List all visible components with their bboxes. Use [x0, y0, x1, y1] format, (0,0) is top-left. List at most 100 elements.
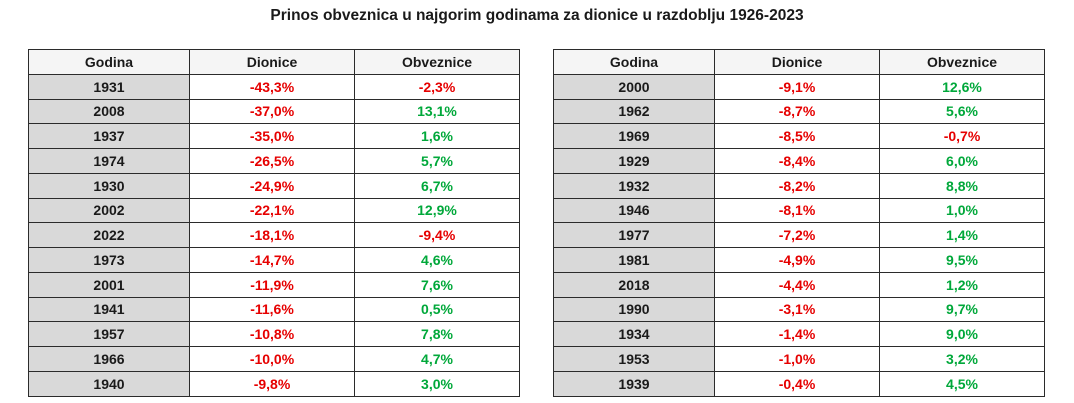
returns-table-right: Godina Dionice Obveznice 2000 -9,1% 12,6% 1… — [553, 49, 1045, 397]
stocks-return-cell: -24,9% — [189, 172, 355, 199]
year-cell: 1969 — [553, 123, 715, 149]
table-header-row: Godina Dionice Obveznice — [28, 49, 520, 75]
stocks-return-cell: -11,9% — [189, 271, 355, 298]
table-row: 1962 -8,7% 5,6% — [553, 98, 1045, 125]
bonds-return-cell: 4,7% — [354, 346, 520, 372]
table-row: 2002 -22,1% 12,9% — [28, 197, 520, 224]
stocks-return-cell: -9,1% — [714, 73, 880, 100]
year-cell: 1932 — [553, 172, 715, 199]
bonds-return-cell: 4,6% — [354, 247, 520, 273]
table-row: 1969 -8,5% -0,7% — [553, 123, 1045, 149]
table-row: 1974 -26,5% 5,7% — [28, 148, 520, 174]
stocks-return-cell: -1,0% — [714, 346, 880, 372]
table-row: 1937 -35,0% 1,6% — [28, 123, 520, 149]
table-row: 1941 -11,6% 0,5% — [28, 296, 520, 323]
bonds-return-cell: 9,5% — [879, 247, 1045, 273]
table-row: 1940 -9,8% 3,0% — [28, 370, 520, 397]
bonds-return-cell: 1,0% — [879, 197, 1045, 224]
table-row: 1977 -7,2% 1,4% — [553, 222, 1045, 248]
table-row: 1932 -8,2% 8,8% — [553, 172, 1045, 199]
stocks-return-cell: -43,3% — [189, 73, 355, 100]
bonds-return-cell: 6,0% — [879, 148, 1045, 174]
bonds-return-cell: 3,0% — [354, 370, 520, 397]
table-header-row: Godina Dionice Obveznice — [553, 49, 1045, 75]
table-row: 2022 -18,1% -9,4% — [28, 222, 520, 248]
stocks-return-cell: -4,9% — [714, 247, 880, 273]
table-row: 2001 -11,9% 7,6% — [28, 271, 520, 298]
year-cell: 1953 — [553, 346, 715, 372]
year-cell: 1981 — [553, 247, 715, 273]
stocks-return-cell: -1,4% — [714, 321, 880, 347]
bonds-return-cell: 5,7% — [354, 148, 520, 174]
stocks-return-cell: -8,5% — [714, 123, 880, 149]
year-cell: 1940 — [28, 370, 190, 397]
stocks-return-cell: -8,1% — [714, 197, 880, 224]
year-cell: 1974 — [28, 148, 190, 174]
bonds-return-cell: 13,1% — [354, 98, 520, 125]
bonds-return-cell: 0,5% — [354, 296, 520, 323]
stocks-return-cell: -8,2% — [714, 172, 880, 199]
bonds-return-cell: 6,7% — [354, 172, 520, 199]
stocks-return-cell: -9,8% — [189, 370, 355, 397]
bonds-return-cell: -2,3% — [354, 73, 520, 100]
year-cell: 1939 — [553, 370, 715, 397]
bonds-return-cell: 9,0% — [879, 321, 1045, 347]
year-cell: 2008 — [28, 98, 190, 125]
column-header-stocks: Dionice — [714, 49, 880, 75]
year-cell: 2000 — [553, 73, 715, 100]
column-header-year: Godina — [28, 49, 190, 75]
table-row: 1929 -8,4% 6,0% — [553, 148, 1045, 174]
returns-table-left: Godina Dionice Obveznice 1931 -43,3% -2,3%… — [28, 49, 520, 397]
table-row: 1981 -4,9% 9,5% — [553, 247, 1045, 273]
table-row: 1930 -24,9% 6,7% — [28, 172, 520, 199]
stocks-return-cell: -0,4% — [714, 370, 880, 397]
bonds-return-cell: 7,8% — [354, 321, 520, 347]
year-cell: 1962 — [553, 98, 715, 125]
year-cell: 2001 — [28, 271, 190, 298]
year-cell: 1966 — [28, 346, 190, 372]
table-row: 2008 -37,0% 13,1% — [28, 98, 520, 125]
table-row: 2000 -9,1% 12,6% — [553, 73, 1045, 100]
table-row: 1966 -10,0% 4,7% — [28, 346, 520, 372]
year-cell: 1973 — [28, 247, 190, 273]
table-row: 1946 -8,1% 1,0% — [553, 197, 1045, 224]
year-cell: 1931 — [28, 73, 190, 100]
bonds-return-cell: 9,7% — [879, 296, 1045, 323]
bonds-return-cell: 5,6% — [879, 98, 1045, 125]
stocks-return-cell: -4,4% — [714, 271, 880, 298]
bonds-return-cell: 4,5% — [879, 370, 1045, 397]
column-header-bonds: Obveznice — [879, 49, 1045, 75]
bonds-return-cell: 1,4% — [879, 222, 1045, 248]
year-cell: 1937 — [28, 123, 190, 149]
bonds-return-cell: 12,9% — [354, 197, 520, 224]
column-header-year: Godina — [553, 49, 715, 75]
year-cell: 2002 — [28, 197, 190, 224]
stocks-return-cell: -7,2% — [714, 222, 880, 248]
page-title: Prinos obveznica u najgorim godinama za … — [270, 7, 804, 24]
year-cell: 2022 — [28, 222, 190, 248]
stocks-return-cell: -11,6% — [189, 296, 355, 323]
table-row: 2018 -4,4% 1,2% — [553, 271, 1045, 298]
stocks-return-cell: -14,7% — [189, 247, 355, 273]
bonds-return-cell: 1,6% — [354, 123, 520, 149]
year-cell: 1957 — [28, 321, 190, 347]
stocks-return-cell: -3,1% — [714, 296, 880, 323]
bonds-return-cell: 8,8% — [879, 172, 1045, 199]
stocks-return-cell: -8,7% — [714, 98, 880, 125]
bonds-return-cell: 3,2% — [879, 346, 1045, 372]
table-row: 1953 -1,0% 3,2% — [553, 346, 1045, 372]
column-header-stocks: Dionice — [189, 49, 355, 75]
column-header-bonds: Obveznice — [354, 49, 520, 75]
bonds-return-cell: 7,6% — [354, 271, 520, 298]
table-row: 1934 -1,4% 9,0% — [553, 321, 1045, 347]
stocks-return-cell: -37,0% — [189, 98, 355, 125]
table-row: 1990 -3,1% 9,7% — [553, 296, 1045, 323]
year-cell: 1977 — [553, 222, 715, 248]
stocks-return-cell: -26,5% — [189, 148, 355, 174]
stocks-return-cell: -8,4% — [714, 148, 880, 174]
year-cell: 2018 — [553, 271, 715, 298]
bonds-return-cell: 1,2% — [879, 271, 1045, 298]
table-row: 1973 -14,7% 4,6% — [28, 247, 520, 273]
year-cell: 1929 — [553, 148, 715, 174]
year-cell: 1930 — [28, 172, 190, 199]
